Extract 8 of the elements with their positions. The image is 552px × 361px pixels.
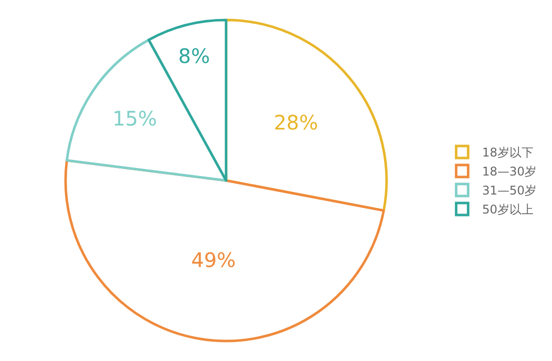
- legend-label: 50岁以上: [482, 202, 534, 217]
- data-label: 8%: [178, 44, 210, 68]
- legend-label: 18岁以下: [482, 146, 534, 160]
- legend-label: 31—50岁: [482, 184, 537, 198]
- data-label: 28%: [274, 110, 318, 135]
- data-label: 15%: [112, 106, 157, 130]
- legend-label: 18—30岁: [482, 164, 537, 179]
- data-label: 49%: [191, 248, 236, 272]
